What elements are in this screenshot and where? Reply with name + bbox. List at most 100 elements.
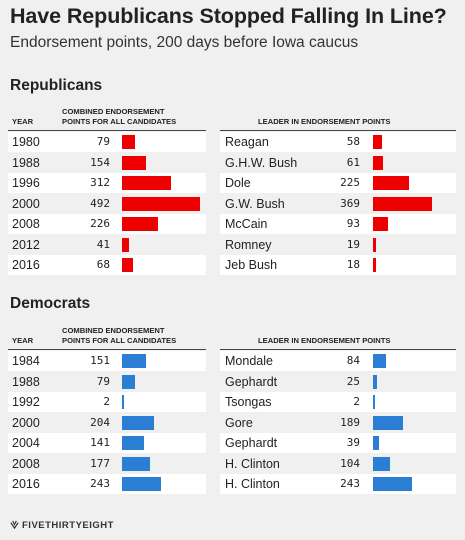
year-header: YEAR [12, 117, 34, 126]
chart-subtitle: Endorsement points, 200 days before Iowa… [10, 34, 359, 51]
combined-points-bar [122, 374, 135, 389]
combined-points-label: 68 [96, 258, 110, 271]
leader-points-label: 189 [340, 415, 360, 429]
year-cell: 2008 [12, 217, 40, 231]
table-row: 2016 68 [8, 255, 206, 275]
combined-points-label: 79 [96, 374, 110, 388]
combined-points-header-line2: POINTS FOR ALL CANDIDATES [62, 336, 177, 345]
table-row: 1980 79 [8, 132, 206, 152]
leader-points-bar [373, 217, 388, 231]
leader-points-label: 39 [346, 436, 360, 449]
year-cell: 1992 [12, 395, 40, 409]
footer-brand: FIVETHIRTYEIGHT [22, 520, 114, 531]
leader-points-bar [373, 155, 383, 170]
leader-name: Gore [225, 415, 253, 430]
year-cell: 2000 [12, 196, 40, 211]
leader-name: McCain [225, 217, 268, 231]
leader-name: Dole [225, 176, 251, 190]
table-row: 1988 154 [8, 153, 206, 173]
table-row: 1988 79 [8, 372, 206, 392]
right-header-rule [220, 130, 456, 131]
table-row: Dole 225 [220, 173, 456, 193]
leader-name: Tsongas [225, 395, 272, 409]
leader-points-label: 104 [340, 456, 360, 470]
leader-points-bar [373, 374, 377, 389]
combined-points-bar [122, 354, 146, 368]
table-row: 1992 2 [8, 392, 206, 412]
leader-name: Romney [225, 237, 272, 252]
leader-name: Mondale [225, 354, 273, 368]
year-cell: 1980 [12, 135, 40, 149]
leader-points-label: 243 [340, 477, 360, 490]
leader-name: Jeb Bush [225, 258, 278, 272]
fivethirtyeight-logo: FIVETHIRTYEIGHT [10, 520, 114, 531]
combined-points-label: 154 [90, 155, 110, 169]
democrats-heading: Democrats [10, 295, 91, 312]
combined-points-bar [122, 415, 155, 430]
leader-points-bar [373, 135, 383, 149]
year-cell: 1988 [12, 374, 40, 389]
combined-points-bar [122, 456, 151, 471]
leader-points-bar [373, 354, 387, 368]
year-header: YEAR [12, 336, 34, 345]
table-row: Mondale 84 [220, 351, 456, 371]
combined-points-bar [122, 237, 129, 252]
year-cell: 1988 [12, 155, 40, 170]
table-row: McCain 93 [220, 214, 456, 234]
combined-points-label: 141 [90, 436, 110, 449]
combined-points-label: 492 [90, 196, 110, 210]
table-row: G.H.W. Bush 61 [220, 153, 456, 173]
year-cell: 2004 [12, 436, 40, 450]
combined-points-bar [122, 258, 133, 272]
year-cell: 2012 [12, 237, 40, 252]
table-row: 2004 141 [8, 433, 206, 453]
table-row: Gore 189 [220, 413, 456, 433]
leader-points-bar [373, 395, 375, 409]
combined-points-bar [122, 176, 172, 190]
leader-name: Gephardt [225, 436, 278, 450]
leader-points-label: 58 [346, 135, 360, 148]
leader-name: Reagan [225, 135, 269, 149]
leader-name: G.W. Bush [225, 196, 285, 211]
leader-points-label: 93 [346, 217, 360, 230]
combined-points-label: 312 [90, 176, 110, 189]
leader-points-label: 25 [346, 374, 360, 388]
year-cell: 2016 [12, 477, 40, 491]
table-row: Tsongas 2 [220, 392, 456, 412]
table-row: Romney 19 [220, 235, 456, 255]
leader-points-label: 2 [353, 395, 360, 408]
chart-title: Have Republicans Stopped Falling In Line… [10, 4, 447, 28]
leader-points-label: 19 [346, 237, 360, 251]
combined-points-bar [122, 217, 158, 231]
combined-points-label: 204 [90, 415, 110, 429]
combined-points-label: 2 [103, 395, 110, 408]
year-cell: 1984 [12, 354, 40, 368]
table-row: 2008 177 [8, 454, 206, 474]
leader-points-label: 84 [346, 354, 360, 367]
leader-points-bar [373, 436, 380, 450]
leader-points-label: 369 [340, 196, 360, 210]
right-header-rule [220, 349, 456, 350]
year-cell: 2008 [12, 456, 40, 471]
leader-points-label: 225 [340, 176, 360, 189]
leader-name: G.H.W. Bush [225, 155, 298, 170]
table-row: Reagan 58 [220, 132, 456, 152]
combined-points-bar [122, 135, 135, 149]
combined-points-header-line1: COMBINED ENDORSEMENT [62, 107, 165, 116]
leader-header: LEADER IN ENDORSEMENT POINTS [258, 336, 391, 345]
table-row: 2000 492 [8, 194, 206, 214]
leader-points-bar [373, 456, 390, 471]
left-header-rule [8, 130, 206, 131]
combined-points-bar [122, 155, 147, 170]
combined-points-bar [122, 196, 200, 211]
combined-points-header: COMBINED ENDORSEMENT POINTS FOR ALL CANDI… [62, 107, 176, 127]
table-row: H. Clinton 104 [220, 454, 456, 474]
combined-points-bar [122, 477, 161, 491]
table-row: Jeb Bush 18 [220, 255, 456, 275]
combined-points-bar [122, 395, 124, 409]
table-row: 2008 226 [8, 214, 206, 234]
leader-name: H. Clinton [225, 456, 280, 471]
year-cell: 2000 [12, 415, 40, 430]
table-row: H. Clinton 243 [220, 474, 456, 494]
table-row: 1984 151 [8, 351, 206, 371]
